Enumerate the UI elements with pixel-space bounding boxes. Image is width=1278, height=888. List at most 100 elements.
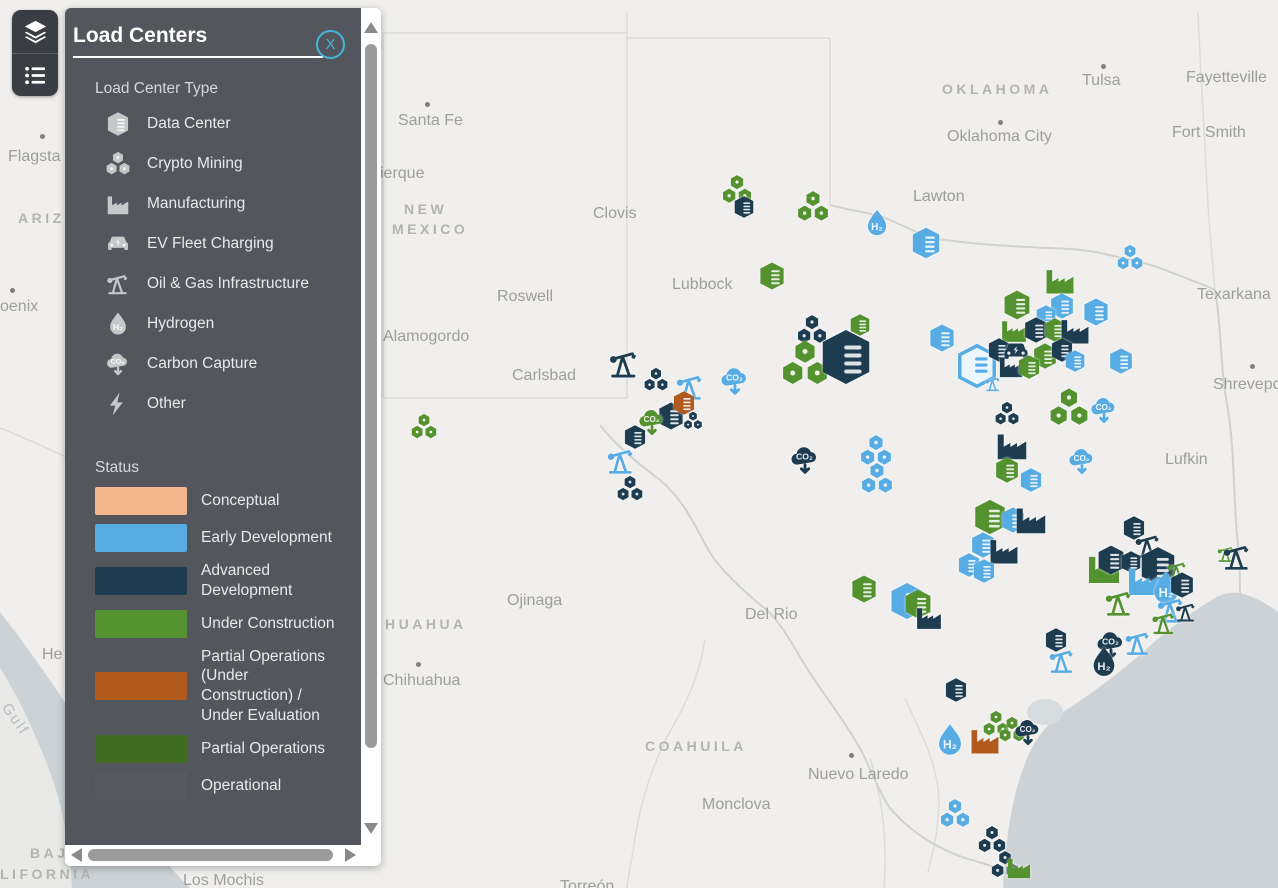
layers-toggle-button[interactable]	[12, 10, 58, 53]
map-marker-factory[interactable]	[1013, 501, 1049, 537]
map-marker-oilgas[interactable]	[605, 445, 637, 477]
map-marker-data[interactable]	[757, 261, 787, 291]
map-marker-factory[interactable]	[987, 533, 1021, 567]
map-marker-crypto[interactable]	[643, 367, 669, 393]
map-marker-data[interactable]	[849, 574, 879, 604]
status-swatch	[95, 672, 187, 701]
map-marker-oilgas[interactable]	[1221, 541, 1253, 573]
map-marker-data[interactable]	[732, 195, 756, 219]
map-marker-data[interactable]	[1031, 342, 1059, 370]
map-marker-factory[interactable]	[1058, 313, 1092, 347]
map-marker-crypto[interactable]	[998, 716, 1026, 744]
map-marker-data[interactable]	[848, 313, 872, 337]
map-marker-carbon[interactable]: CO₂	[719, 365, 751, 397]
map-marker-oilgas[interactable]	[1103, 587, 1135, 619]
vertical-scroll-thumb[interactable]	[365, 44, 377, 748]
map-marker-hydrogen[interactable]: H₂	[932, 722, 968, 758]
map-marker-factory[interactable]	[1125, 561, 1163, 599]
map-marker-factory[interactable]	[968, 723, 1002, 757]
map-marker-oilgas[interactable]	[1150, 609, 1178, 637]
map-marker-data[interactable]	[1043, 627, 1069, 653]
map-marker-crypto[interactable]	[1116, 244, 1144, 272]
map-marker-factory[interactable]	[999, 315, 1029, 345]
map-marker-data[interactable]	[902, 588, 934, 620]
map-marker-data[interactable]	[622, 424, 648, 450]
map-marker-factory[interactable]	[997, 352, 1025, 380]
map-marker-carbon[interactable]: CO₂	[1067, 446, 1097, 476]
map-marker-data[interactable]	[1016, 354, 1042, 380]
map-marker-crypto[interactable]	[796, 314, 828, 346]
map-marker-carbon[interactable]: CO₂	[1013, 717, 1043, 747]
map-marker-data[interactable]	[1095, 544, 1127, 576]
map-marker-factory[interactable]	[1005, 853, 1033, 881]
map-marker-oilgas[interactable]	[1174, 600, 1198, 624]
map-marker-data[interactable]	[1042, 317, 1068, 343]
map-marker-hydrogen[interactable]: H₂	[1087, 645, 1121, 679]
map-marker-hydrogen[interactable]: H₂	[862, 208, 892, 238]
map-marker-oilgas[interactable]	[984, 375, 1002, 393]
map-marker-data[interactable]	[969, 531, 997, 559]
map-marker-data[interactable]	[927, 323, 957, 353]
map-marker-ev[interactable]	[1001, 337, 1031, 367]
map-marker-crypto[interactable]	[780, 339, 830, 389]
legend-type-label: Hydrogen	[147, 314, 215, 332]
horizontal-scroll-thumb[interactable]	[88, 849, 333, 861]
legend-status-early: Early Development	[95, 524, 361, 552]
map-marker-factory[interactable]	[1043, 263, 1077, 297]
map-marker-data[interactable]	[1121, 515, 1147, 541]
map-marker-data[interactable]	[671, 390, 697, 416]
map-marker-crypto[interactable]	[796, 190, 830, 224]
map-marker-crypto[interactable]	[616, 475, 644, 503]
legend-status-label: Under Construction	[201, 614, 335, 632]
map-marker-oilgas[interactable]	[1123, 628, 1153, 658]
map-marker-crypto[interactable]	[994, 401, 1020, 427]
scroll-left-icon[interactable]	[71, 848, 82, 862]
scroll-right-icon[interactable]	[345, 848, 356, 862]
map-marker-data[interactable]	[816, 327, 876, 387]
map-marker-data[interactable]	[1168, 571, 1196, 599]
scroll-down-icon[interactable]	[364, 823, 378, 834]
map-marker-oilgas[interactable]	[607, 347, 641, 381]
map-marker-data[interactable]	[1107, 347, 1135, 375]
map-marker-crypto[interactable]	[939, 798, 971, 830]
map-label: Shrevepo	[1213, 376, 1278, 393]
map-marker-dataOutline[interactable]	[954, 343, 1000, 389]
map-marker-data[interactable]	[909, 226, 943, 260]
map-marker-data[interactable]	[993, 456, 1021, 484]
map-marker-crypto[interactable]	[859, 434, 893, 468]
map-marker-crypto[interactable]	[977, 825, 1007, 855]
map-marker-oilgas[interactable]	[1047, 646, 1077, 676]
map-label: Santa Fe	[398, 112, 463, 129]
map-marker-data[interactable]	[971, 558, 997, 584]
legend-toggle-button[interactable]	[12, 53, 58, 96]
map-marker-crypto[interactable]	[1048, 387, 1090, 429]
map-marker-crypto[interactable]	[410, 413, 438, 441]
map-marker-data[interactable]	[1048, 292, 1076, 320]
map-marker-factory[interactable]	[914, 602, 944, 632]
map-marker-data[interactable]	[1119, 550, 1143, 574]
map-marker-data[interactable]	[1022, 316, 1050, 344]
type-section-heading: Load Center Type	[95, 80, 218, 97]
map-marker-carbon[interactable]: CO₂	[789, 444, 821, 476]
scroll-up-icon[interactable]	[364, 22, 378, 33]
map-marker-carbon[interactable]: CO₂	[637, 407, 667, 437]
map-marker-data[interactable]	[1018, 467, 1044, 493]
map-label: Fort Smith	[1172, 124, 1246, 141]
map-marker-factory[interactable]	[994, 427, 1030, 463]
map-marker-data[interactable]	[971, 498, 1009, 536]
gulf-of-mexico-water	[1003, 592, 1278, 888]
status-section: Status Conceptual Early Development Advanc…	[95, 459, 361, 800]
map-marker-carbon[interactable]: CO₂	[1089, 395, 1119, 425]
map-marker-data[interactable]	[1063, 349, 1087, 373]
map-marker-crypto[interactable]	[860, 462, 894, 496]
map-marker-data[interactable]	[1001, 289, 1033, 321]
close-icon[interactable]: X	[316, 30, 345, 59]
map-marker-data[interactable]	[986, 337, 1012, 363]
map-marker-data[interactable]	[943, 677, 969, 703]
map-marker-data[interactable]	[1081, 297, 1111, 327]
map-marker-crypto[interactable]	[683, 411, 703, 431]
horizontal-scrollbar[interactable]	[65, 845, 381, 866]
map-label: Lawton	[913, 188, 965, 205]
vertical-scrollbar[interactable]	[361, 8, 381, 845]
